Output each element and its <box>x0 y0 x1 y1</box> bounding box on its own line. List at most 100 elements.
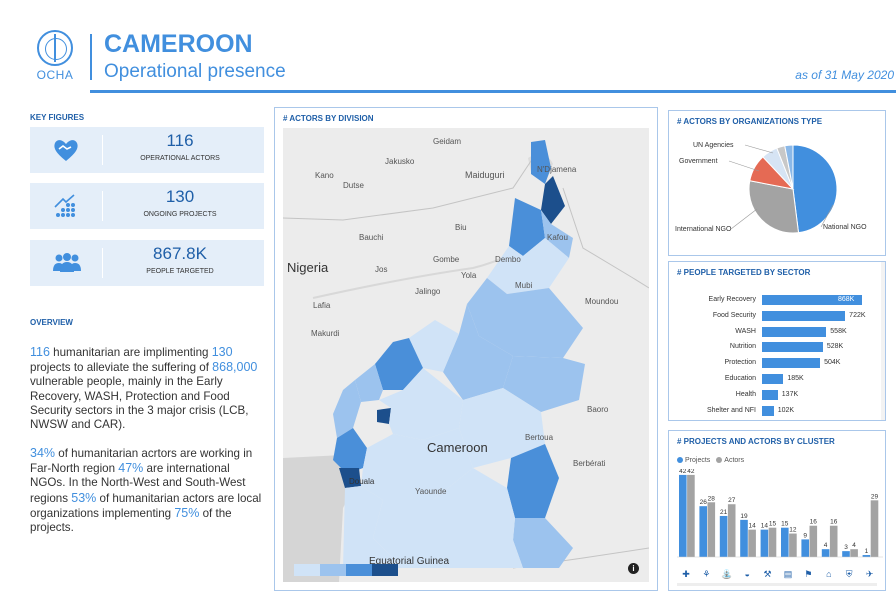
cluster-bar-projects[interactable] <box>679 474 687 557</box>
division-east-north[interactable] <box>459 388 545 468</box>
sector-bar-row[interactable]: Protection 504K <box>669 357 879 369</box>
map-country-label: Nigeria <box>287 260 329 275</box>
cluster-title: # PROJECTS AND ACTORS BY CLUSTER <box>677 437 835 446</box>
pie-leader-line <box>744 144 774 154</box>
pie-slice[interactable] <box>784 144 794 190</box>
legend-dot <box>677 457 683 463</box>
division-south[interactable] <box>373 468 523 568</box>
division-mezam[interactable] <box>377 408 391 424</box>
sector-bar[interactable] <box>762 405 774 416</box>
cluster-bar-projects[interactable] <box>699 506 707 557</box>
map-place-label: N'Djamena <box>537 165 577 174</box>
actors-map[interactable]: Geidam Jakusko Kano Dutse Maiduguri N'Dj… <box>283 128 649 582</box>
division-north-west[interactable] <box>375 338 423 390</box>
cluster-bar-actors[interactable] <box>850 549 858 557</box>
cluster-bar-actors[interactable] <box>870 500 879 557</box>
people-group-icon <box>52 250 81 276</box>
cluster-bar-projects[interactable] <box>760 529 769 557</box>
map-place-label: Makurdi <box>311 329 340 338</box>
division-wouri[interactable] <box>339 468 361 488</box>
cluster-icons-row: ✚ ⚘ ⛲ ◒ ⚒ ▤ ⚑ ⌂ ⛨ ✈ <box>677 569 883 583</box>
sector-bar[interactable] <box>762 326 827 337</box>
key-figures-title: KEY FIGURES <box>30 113 85 122</box>
cluster-bar-value: 26 <box>700 499 708 506</box>
cluster-bar-projects[interactable] <box>821 549 830 557</box>
sector-bar[interactable] <box>762 310 846 321</box>
division-adamawa-west[interactable] <box>443 304 513 400</box>
sector-bar-row[interactable]: Nutrition 528K <box>669 341 879 353</box>
cluster-bar-projects[interactable] <box>801 539 809 557</box>
country-border <box>562 187 649 289</box>
sector-bar-row[interactable]: Education 185K <box>669 373 879 385</box>
legend-label: Projects <box>685 457 711 464</box>
cluster-bar-actors[interactable] <box>707 502 716 557</box>
cluster-bar-projects[interactable] <box>862 555 871 557</box>
division-far-north-mayo[interactable] <box>509 198 545 256</box>
cluster-bar-actors[interactable] <box>748 529 756 557</box>
cluster-bar-actors[interactable] <box>687 474 695 557</box>
division-east-boumba[interactable] <box>513 518 573 568</box>
division-far-north-diamare[interactable] <box>541 210 573 258</box>
pie-slice[interactable] <box>748 180 800 234</box>
cluster-bar-projects[interactable] <box>740 519 748 557</box>
cluster-bar-value: 12 <box>789 527 797 534</box>
key-figure-card-projects: 130 ONGOING PROJECTS <box>30 183 264 229</box>
sector-bar-label: Protection <box>724 359 756 367</box>
cluster-bar-value: 27 <box>728 497 736 504</box>
sector-bar-row[interactable]: Early Recovery 868K <box>669 294 879 306</box>
map-place-label: Kafou <box>547 233 568 242</box>
cluster-bar-actors[interactable] <box>768 527 777 557</box>
projects-actors-by-cluster-panel: # PROJECTS AND ACTORS BY CLUSTER Project… <box>668 430 886 591</box>
sector-bar-value: 528K <box>826 343 844 351</box>
key-figure-label: ONGOING PROJECTS <box>143 211 217 218</box>
cluster-bar-actors[interactable] <box>829 525 838 557</box>
division-south-west-north[interactable] <box>333 380 361 438</box>
division-centre[interactable] <box>361 428 473 500</box>
cluster-bar-actors[interactable] <box>809 525 818 557</box>
division-adamawa-east[interactable] <box>503 356 585 412</box>
division-east-lom[interactable] <box>507 444 559 518</box>
sector-bar-row[interactable]: Shelter and NFI 102K <box>669 405 879 417</box>
sector-bar[interactable] <box>762 358 821 369</box>
map-place-label: Baoro <box>587 405 609 414</box>
vertical-scrollbar[interactable] <box>881 262 885 420</box>
logo-text: OCHA <box>36 68 74 82</box>
cluster-bar-projects[interactable] <box>842 551 850 557</box>
division-mayo-banyo[interactable] <box>409 320 459 372</box>
cluster-bar-actors[interactable] <box>789 533 797 557</box>
sector-bar-row[interactable]: Health 137K <box>669 389 879 401</box>
sector-bar-row[interactable]: Food Security 722K <box>669 310 879 322</box>
overview-text: of humanitarian actors are local organiz… <box>30 491 262 520</box>
cluster-bar-projects[interactable] <box>719 515 728 557</box>
info-icon[interactable]: i <box>628 563 639 574</box>
horizontal-scrollbar[interactable] <box>677 583 877 586</box>
sector-bar[interactable] <box>762 389 778 400</box>
division-north-benue[interactable] <box>487 238 569 294</box>
sector-bar[interactable] <box>762 342 823 353</box>
division-far-north-north[interactable] <box>531 140 551 184</box>
division-north-west-2[interactable] <box>355 364 383 402</box>
overview-highlight: 130 <box>211 345 233 359</box>
map-place-label: Yaounde <box>415 487 447 496</box>
map-place-label: Jakusko <box>385 157 415 166</box>
sector-bar-value: 185K <box>787 375 804 382</box>
sector-bar[interactable] <box>762 295 862 305</box>
division-north-mayo-rey[interactable] <box>467 278 583 358</box>
division-littoral-south[interactable] <box>343 486 403 568</box>
cluster-bar-actors[interactable] <box>727 504 736 557</box>
legend-item-projects: Projects <box>677 457 710 464</box>
cluster-bar-value: 15 <box>781 521 789 528</box>
division-west[interactable] <box>379 368 463 440</box>
cluster-bar-projects[interactable] <box>781 527 789 557</box>
division-far-north-logone[interactable] <box>541 176 565 224</box>
pie-slice[interactable] <box>792 144 838 234</box>
header-divider <box>90 34 92 80</box>
sector-bar-value: 137K <box>781 390 799 398</box>
division-south-west-fako[interactable] <box>333 428 367 474</box>
sector-bar-row[interactable]: WASH 558K <box>669 326 879 338</box>
sector-bar-label: Education <box>724 375 756 382</box>
sector-bar[interactable] <box>762 374 784 384</box>
sector-bar-value: 558K <box>830 327 847 335</box>
cluster-bar-value: 4 <box>824 542 828 549</box>
